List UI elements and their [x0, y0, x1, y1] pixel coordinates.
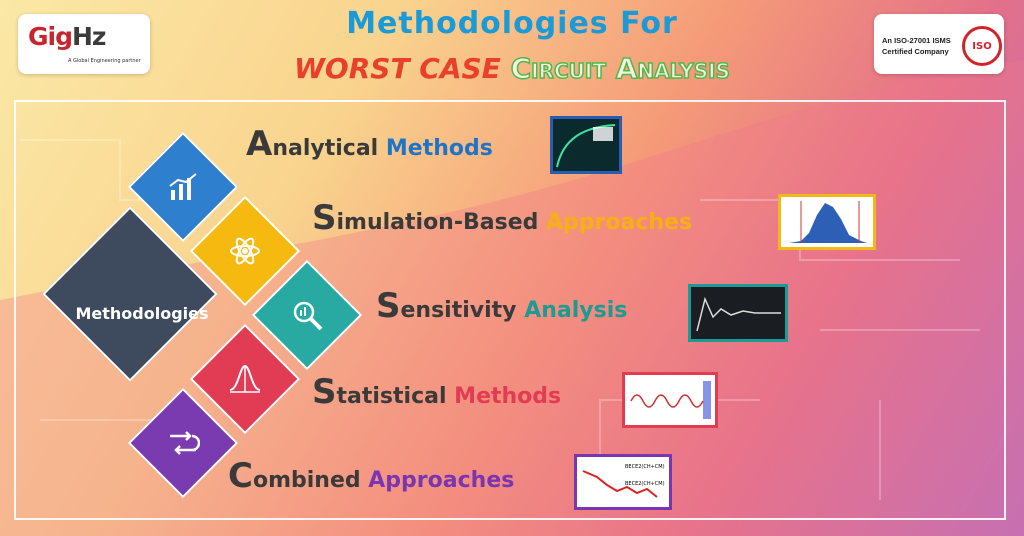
thumb5-label-a: BECE2(CH+CM): [625, 464, 665, 470]
thumb5-label-b: BECE2(CH+CM): [625, 481, 665, 487]
thumb-statistical: [622, 372, 718, 428]
iso-badge: An ISO-27001 ISMS Certified Company ISO: [874, 14, 1004, 74]
title-line1: Methodologies For: [346, 6, 678, 41]
label-simulation-based: Simulation-Based Approaches: [312, 198, 693, 238]
logo-tagline: A Global Engineering partner: [68, 58, 141, 64]
logo-mark: GigHz: [28, 22, 106, 51]
iso-seal-icon: ISO: [962, 26, 1002, 66]
iso-line1: An ISO-27001 ISMS: [882, 36, 951, 45]
thumb-sensitivity: [688, 284, 788, 342]
bar-chart-icon: [127, 131, 239, 243]
iso-line2: Certified Company: [882, 47, 949, 56]
title-line2: WORST CASE Circuit Analysis: [0, 51, 1024, 86]
flow-icon: [127, 387, 239, 499]
title-circuit-analysis: Circuit Analysis: [510, 51, 731, 86]
gighz-logo[interactable]: GigHz A Global Engineering partner: [18, 14, 150, 74]
content-frame: [14, 100, 1006, 520]
title-worst-case: WORST CASE: [294, 52, 501, 85]
bell-curve-icon: [189, 323, 301, 435]
label-sensitivity-analysis: Sensitivity Analysis: [376, 286, 628, 326]
label-analytical-methods: Analytical Methods: [246, 124, 493, 164]
atom-icon: [189, 195, 301, 307]
thumb-combined: BECE2(CH+CM) BECE2(CH+CM): [574, 454, 672, 510]
label-combined-approaches: Combined Approaches: [228, 456, 515, 496]
magnifier-icon: [251, 259, 363, 371]
label-statistical-methods: Statistical Methods: [312, 372, 562, 412]
thumb-simulation-histogram: [778, 194, 876, 250]
thumb-analytical: [550, 116, 622, 174]
hub-label: Methodologies: [75, 304, 209, 323]
